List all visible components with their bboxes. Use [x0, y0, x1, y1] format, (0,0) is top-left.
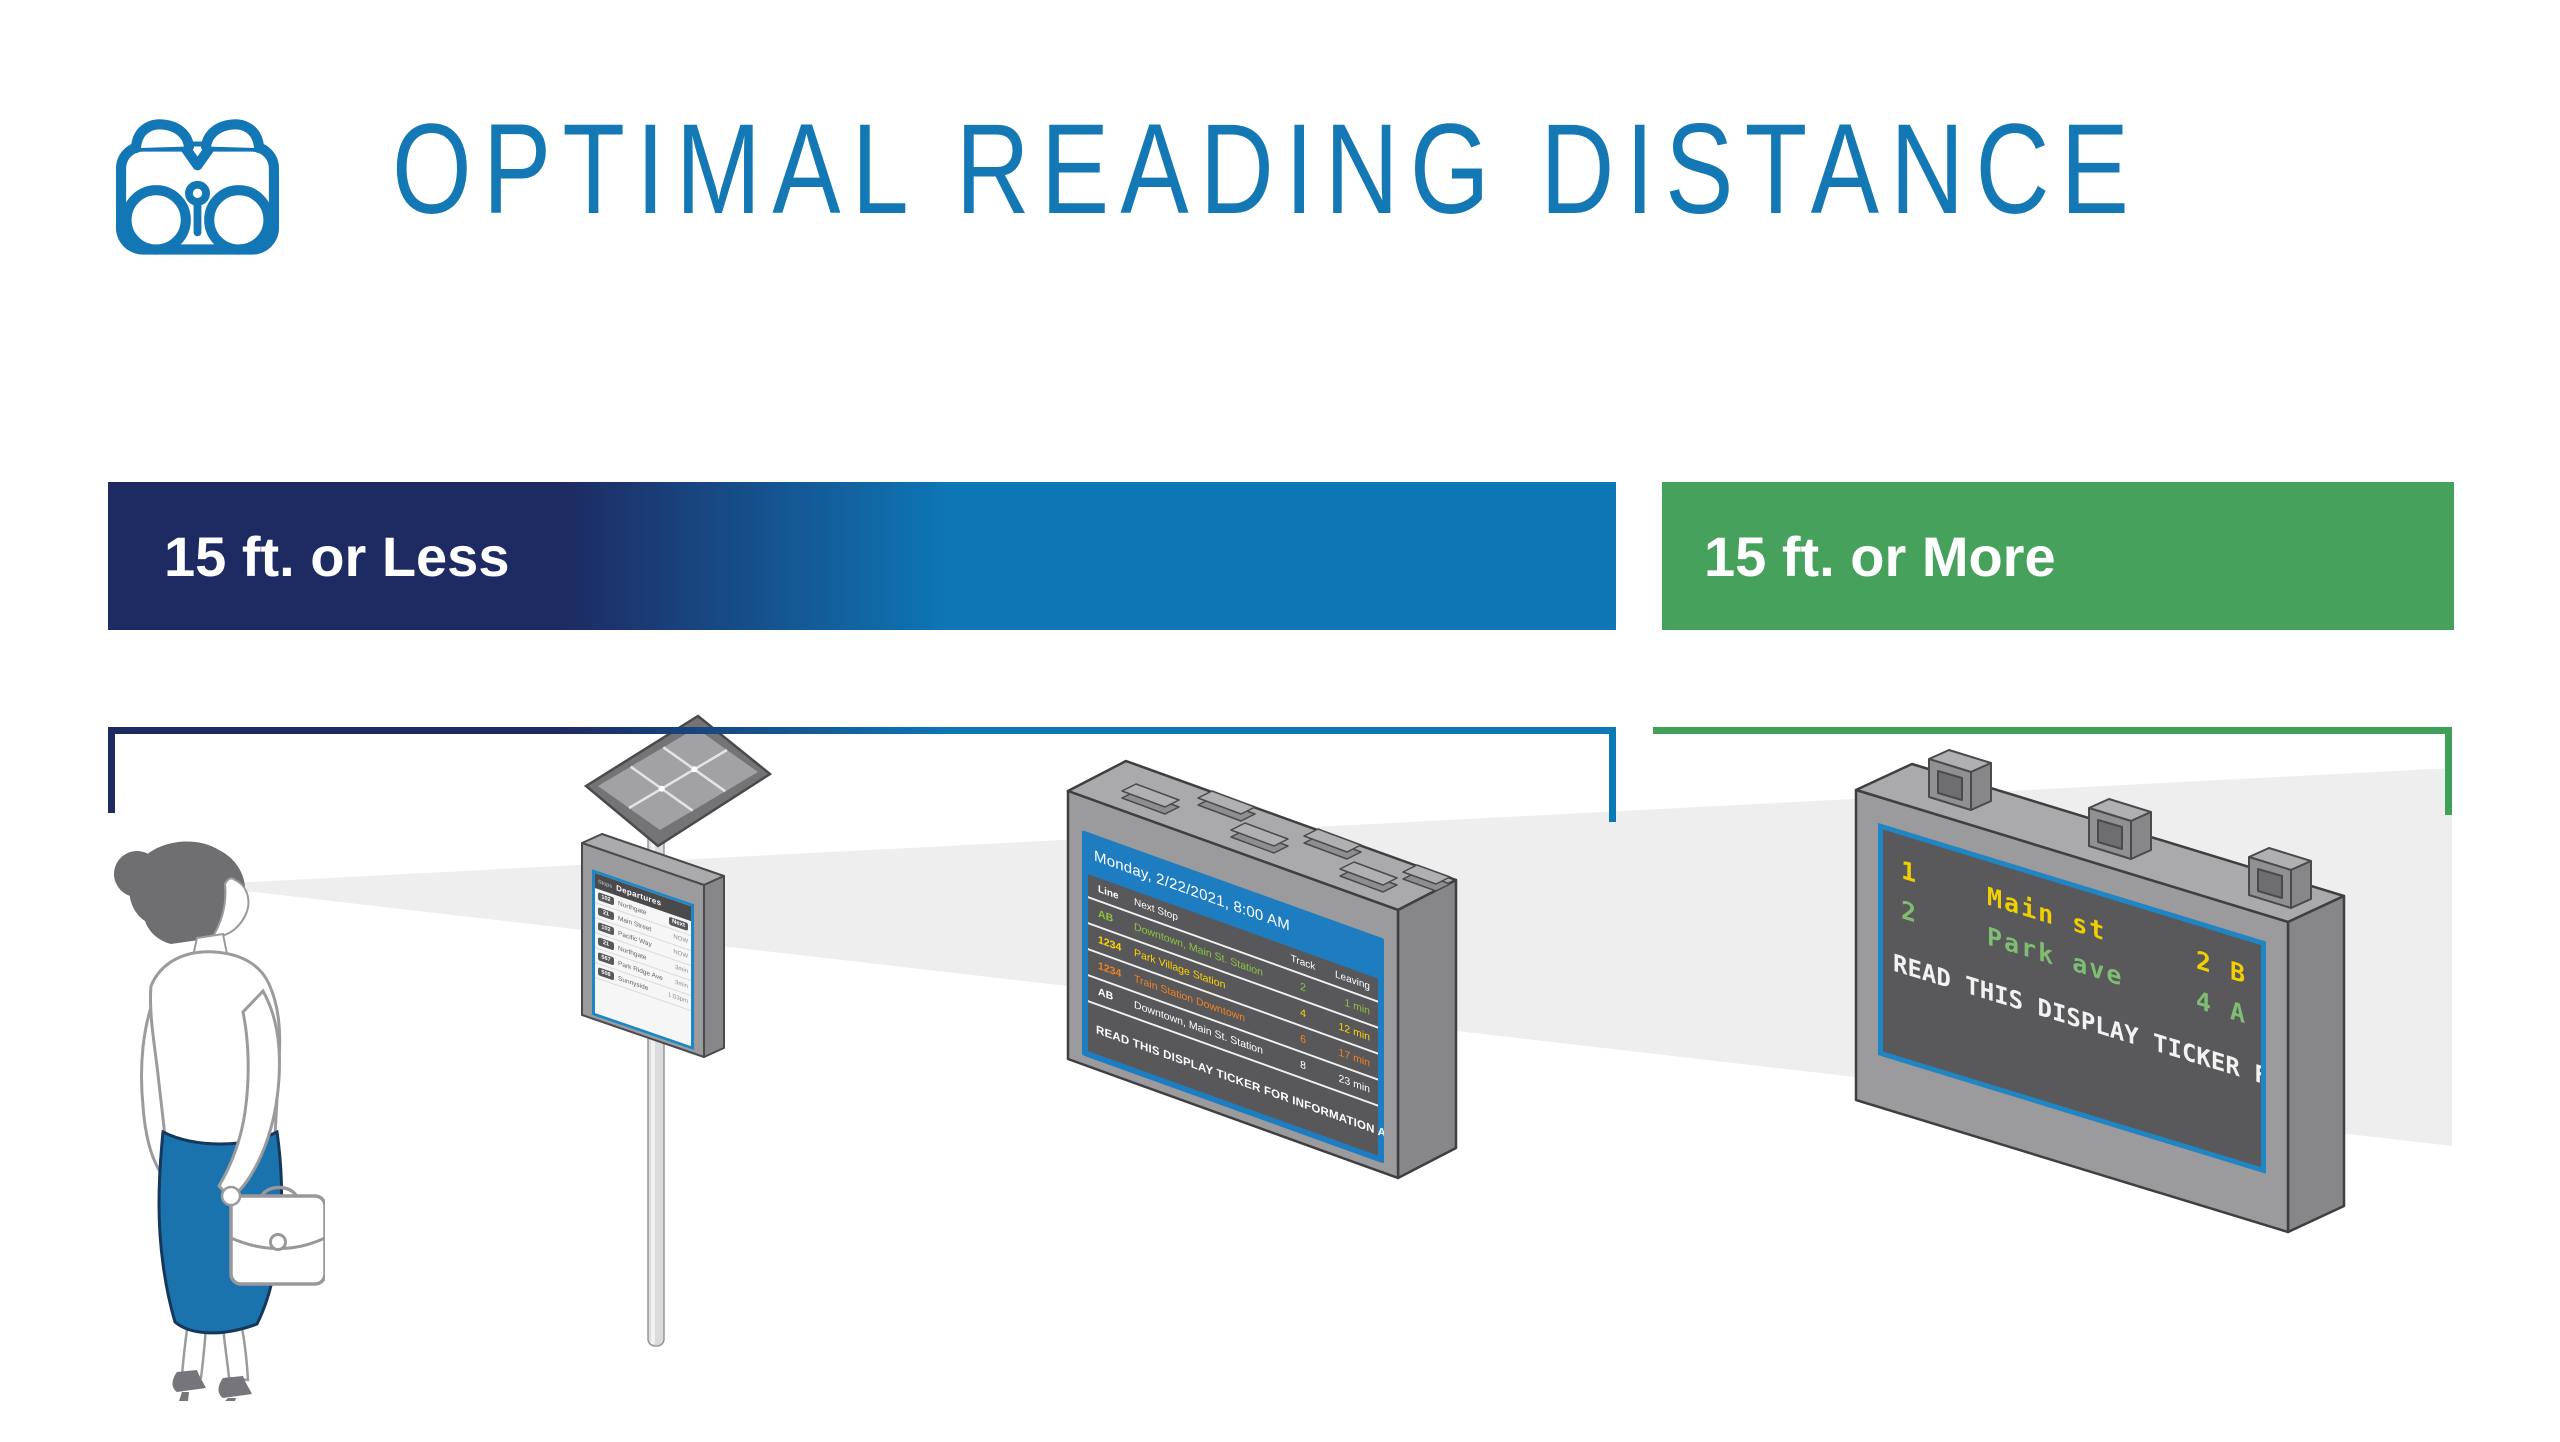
high-heel-shoe [218, 1376, 252, 1401]
route-badge: 102 [598, 891, 614, 906]
time: NOW [673, 934, 688, 946]
route-badge: 508 [598, 966, 614, 981]
briefcase [229, 1185, 325, 1286]
route-badge: 102 [598, 921, 614, 936]
track: 4 [1300, 1006, 1306, 1021]
hand [220, 1185, 242, 1207]
route-badge: 21 [598, 936, 614, 951]
zone-banner-near: 15 ft. or Less [108, 482, 1616, 630]
time: 3min [674, 964, 688, 976]
page-title: OPTIMAL READING DISTANCE [392, 90, 2560, 248]
track: 8 [1300, 1058, 1306, 1073]
far-zone-bracket-line [1653, 727, 2452, 734]
route-badge: 567 [598, 951, 614, 966]
led-line-number: 1 [1901, 855, 1919, 890]
led-line-number: 2 [1901, 895, 1919, 930]
solar-panel-icon [583, 714, 773, 848]
mounting-blocks [1928, 749, 2312, 909]
zone-banner-far-label: 15 ft. or More [1704, 524, 2056, 588]
leg [180, 1320, 208, 1380]
near-zone-bracket-line [108, 727, 1616, 734]
high-heel-shoe [172, 1370, 206, 1401]
time: 3min [674, 979, 688, 991]
far-zone-bracket-tick-right [2445, 727, 2452, 815]
zone-banner-near-label: 15 ft. or Less [164, 524, 510, 588]
bus-stop-sign [581, 714, 773, 1347]
led-track-code: 2 B [2195, 945, 2247, 990]
zone-banner-far: 15 ft. or More [1662, 482, 2454, 630]
sign-pole-highlight [651, 780, 655, 1344]
near-arm [217, 988, 281, 1200]
page-title-text: OPTIMAL READING DISTANCE [392, 97, 2141, 241]
time: NOW [673, 949, 688, 961]
track: 2 [1300, 980, 1306, 995]
route-badge: 21 [598, 906, 614, 921]
binoculars-icon [115, 119, 280, 255]
near-zone-bracket-tick-left [108, 727, 115, 813]
mounting-tabs [1121, 783, 1451, 893]
time: 1:03pm [667, 992, 688, 1006]
near-zone-bracket-tick-right [1609, 727, 1616, 822]
sign-header-left: Stops [598, 878, 613, 890]
leg [221, 1324, 250, 1382]
track: 6 [1300, 1032, 1306, 1047]
hair [129, 841, 246, 944]
commuter-figure [114, 841, 325, 1401]
